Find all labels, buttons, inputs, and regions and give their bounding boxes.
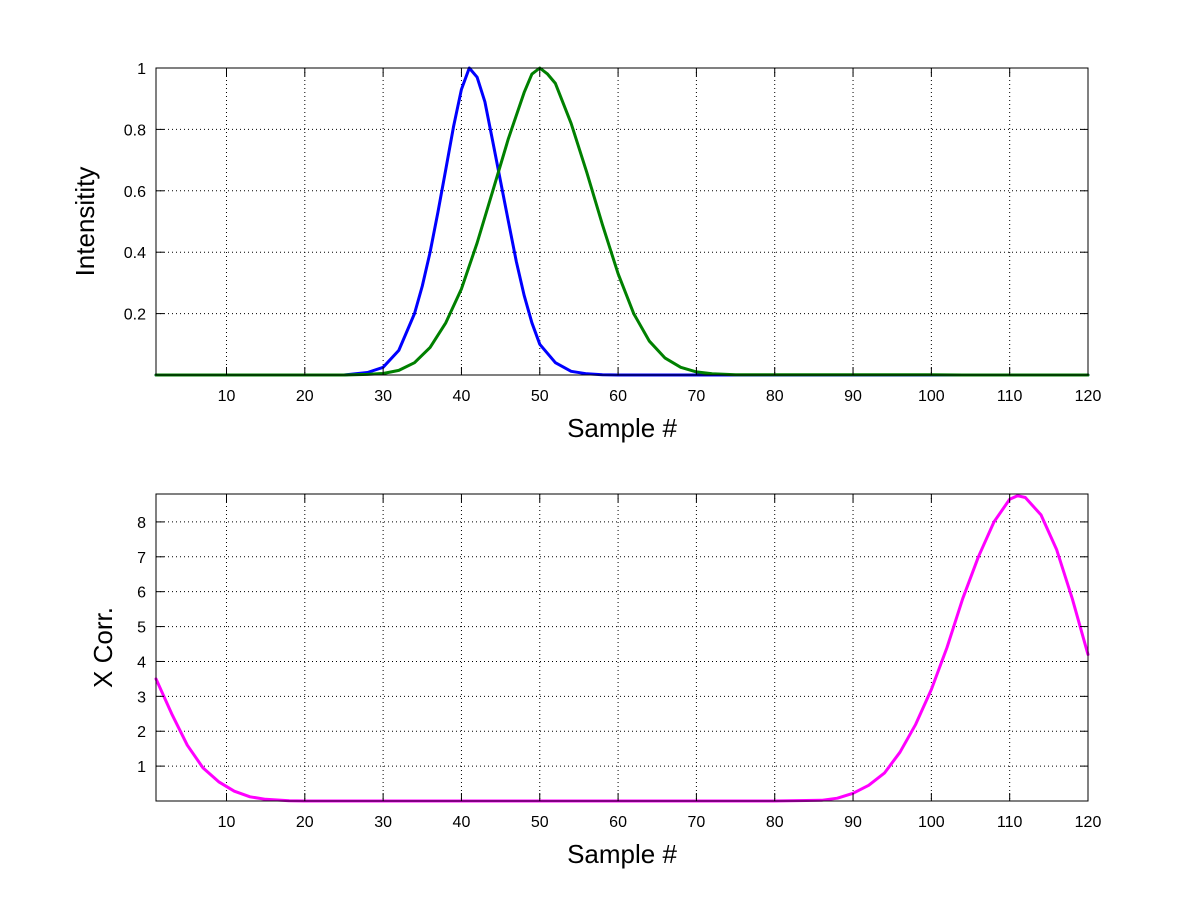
y-tick-label: 7 [137, 550, 146, 567]
x-tick-label: 10 [218, 388, 236, 405]
x-axis-label: Sample # [567, 839, 677, 869]
x-tick-label: 40 [453, 814, 471, 831]
y-tick-label: 4 [137, 654, 146, 671]
axes-background [156, 68, 1088, 375]
x-tick-label: 20 [296, 814, 314, 831]
x-tick-label: 30 [374, 388, 392, 405]
x-tick-label: 70 [688, 388, 706, 405]
x-tick-label: 10 [218, 814, 236, 831]
y-tick-label: 0.2 [124, 307, 146, 324]
series-line-1 [154, 494, 1090, 803]
y-tick-label: 8 [137, 515, 146, 532]
y-axis-label: X Corr. [88, 607, 118, 688]
x-tick-label: 110 [997, 388, 1023, 405]
x-tick-label: 60 [609, 388, 627, 405]
x-tick-label: 90 [844, 814, 862, 831]
x-tick-label: 80 [766, 814, 784, 831]
y-tick-label: 0.6 [124, 184, 146, 201]
x-tick-label: 60 [609, 814, 627, 831]
x-tick-label: 120 [1075, 388, 1102, 405]
x-tick-label: 40 [453, 388, 471, 405]
x-tick-label: 120 [1075, 814, 1102, 831]
y-tick-label: 1 [137, 61, 146, 78]
y-axis-label: Intensitity [70, 167, 100, 277]
x-tick-label: 100 [918, 814, 945, 831]
x-axis-label: Sample # [567, 413, 677, 443]
xcorr-plot: 10 20 30 40 50 60 70 80 90 100 110 120 1 2 3 4 5 6 7 8 Sampl… [88, 493, 1102, 869]
x-tick-label: 80 [766, 388, 784, 405]
intensity-plot: 10 20 30 40 50 60 70 80 90 100 110 120 0.2 0.4 0.6 0.8 1… [70, 61, 1101, 443]
x-tick-label: 20 [296, 388, 314, 405]
x-tick-label: 110 [997, 814, 1023, 831]
axes-background [156, 494, 1088, 801]
y-tick-label: 0.4 [124, 245, 146, 262]
axes-frame [155, 493, 1089, 802]
x-tick-label: 50 [531, 388, 549, 405]
axes-frame [155, 67, 1089, 376]
y-tick-label: 3 [137, 689, 146, 706]
y-tick-label: 1 [137, 759, 146, 776]
y-tick-label: 2 [137, 724, 146, 741]
x-tick-label: 90 [844, 388, 862, 405]
x-tick-label: 100 [918, 388, 945, 405]
y-tick-label: 0.8 [124, 122, 146, 139]
x-tick-label: 70 [688, 814, 706, 831]
x-tick-label: 50 [531, 814, 549, 831]
y-tick-label: 6 [137, 585, 146, 602]
y-tick-label: 5 [137, 620, 146, 637]
x-tick-label: 30 [374, 814, 392, 831]
